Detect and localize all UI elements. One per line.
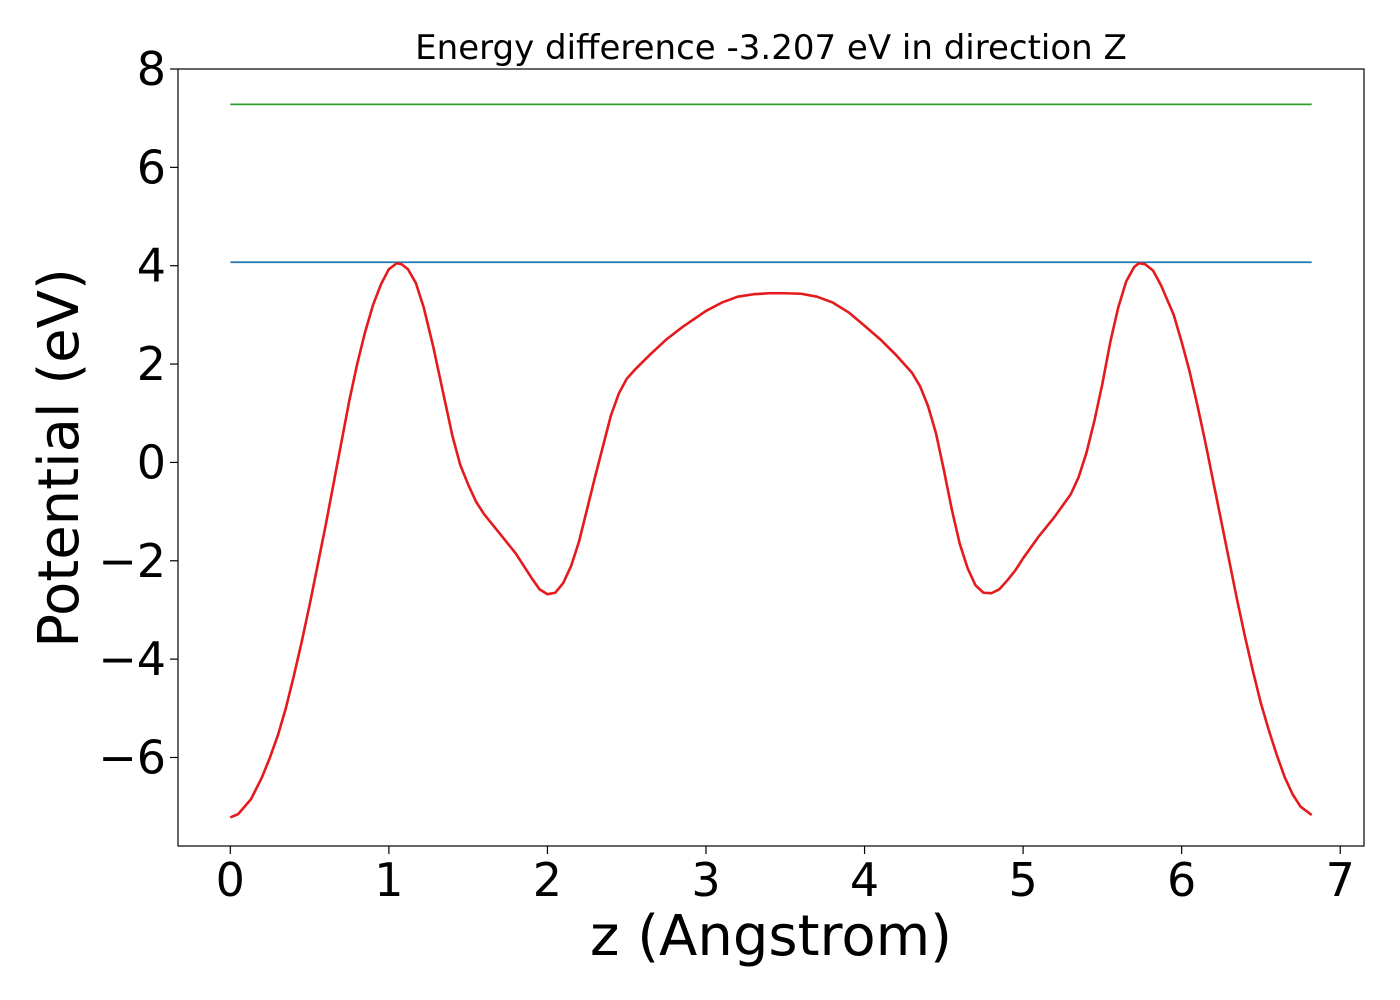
series-line-3: [229, 261, 1313, 819]
x-tick-label: 6: [1167, 853, 1196, 907]
y-tick-label: −6: [98, 730, 166, 784]
x-tick-label: 7: [1326, 853, 1355, 907]
y-tick-label: 0: [137, 435, 166, 489]
chart-title: Energy difference -3.207 eV in direction…: [415, 28, 1127, 68]
plot-frame: [177, 68, 1365, 847]
x-axis-label: z (Angstrom): [590, 904, 952, 969]
x-tick-label: 1: [374, 853, 403, 907]
x-axis-ticks: 0 1 2 3 4 5 6 7: [216, 846, 1355, 907]
y-tick-label: 2: [137, 337, 166, 391]
x-tick-label: 4: [850, 853, 879, 907]
x-tick-label: 0: [216, 853, 245, 907]
plot-lines: [229, 103, 1313, 819]
y-tick-label: 6: [137, 140, 166, 194]
y-axis-ticks: −6 −4 −2 0 2 4 6 8: [98, 42, 178, 784]
y-tick-label: 4: [137, 239, 166, 293]
y-tick-label: −2: [98, 534, 166, 588]
y-tick-label: 8: [137, 42, 166, 96]
x-tick-label: 5: [1008, 853, 1037, 907]
y-tick-label: −4: [98, 632, 166, 686]
x-tick-label: 2: [533, 853, 562, 907]
x-tick-label: 3: [691, 853, 720, 907]
y-axis-label: Potential (eV): [27, 268, 92, 648]
